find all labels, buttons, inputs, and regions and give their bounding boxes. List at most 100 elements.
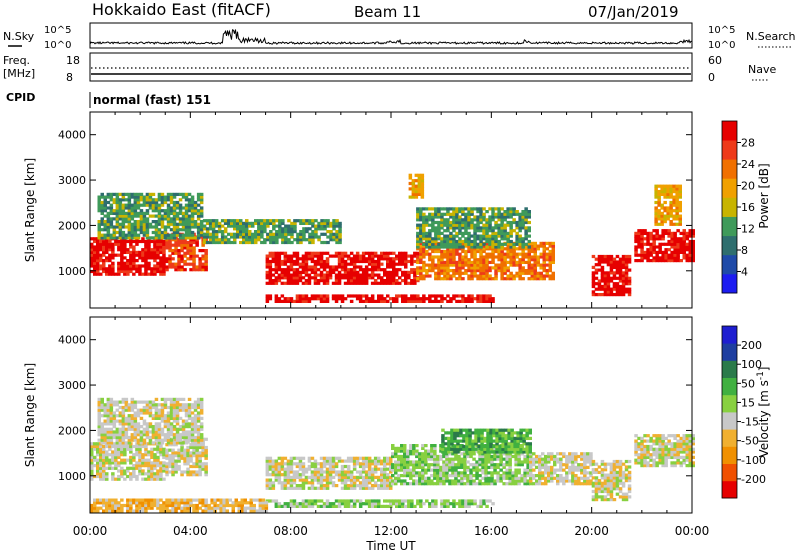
data-cell: [664, 229, 668, 233]
data-cell: [434, 249, 438, 254]
data-cell: [331, 462, 336, 466]
data-cell: [135, 466, 139, 470]
data-cell: [317, 221, 321, 225]
data-cell: [111, 256, 115, 260]
data-cell: [293, 227, 297, 231]
data-cell: [272, 238, 276, 242]
data-cell: [421, 471, 425, 475]
data-cell: [346, 484, 351, 488]
data-cell: [335, 232, 339, 236]
data-cell: [190, 225, 195, 229]
data-cell: [99, 242, 103, 246]
data-cell: [532, 468, 536, 472]
data-cell: [316, 478, 321, 482]
data-cell: [454, 465, 458, 469]
data-cell: [404, 265, 408, 269]
data-cell: [451, 449, 455, 453]
data-cell: [442, 476, 446, 480]
data-cell: [108, 269, 112, 274]
data-cell: [150, 250, 154, 254]
data-cell: [132, 444, 136, 449]
data-cell: [386, 299, 390, 303]
data-cell: [142, 211, 147, 215]
data-cell: [621, 287, 626, 291]
data-cell: [383, 467, 387, 471]
data-cell: [166, 198, 171, 202]
data-cell: [123, 245, 127, 249]
data-cell: [400, 463, 404, 467]
data-cell: [509, 234, 513, 238]
data-cell: [292, 259, 297, 264]
data-cell: [132, 253, 136, 257]
data-cell: [295, 268, 300, 272]
data-cell: [443, 269, 447, 273]
data-cell: [383, 268, 387, 272]
data-cell: [150, 239, 154, 244]
data-cell: [377, 475, 381, 479]
data-cell: [446, 245, 450, 249]
data-cell: [500, 252, 504, 256]
data-cell: [380, 481, 384, 485]
data-cell: [609, 268, 614, 272]
data-cell: [416, 251, 420, 255]
data-cell: [162, 450, 166, 454]
data-cell: [413, 273, 417, 277]
data-cell: [434, 277, 438, 281]
data-cell: [494, 223, 498, 227]
data-cell: [518, 242, 522, 246]
data-cell: [97, 206, 101, 210]
data-cell: [443, 212, 447, 216]
data-cell: [157, 203, 162, 207]
data-cell: [338, 235, 342, 239]
data-cell: [446, 234, 450, 238]
data-cell: [494, 207, 498, 211]
data-cell: [129, 458, 133, 462]
data-cell: [141, 259, 145, 263]
data-cell: [403, 446, 407, 450]
data-cell: [310, 456, 315, 460]
data-cell: [591, 481, 596, 485]
data-cell: [349, 279, 354, 283]
data-cell: [597, 495, 602, 499]
data-cell: [461, 247, 465, 251]
data-cell: [500, 260, 504, 264]
data-cell: [485, 220, 489, 225]
data-cell: [263, 230, 267, 234]
data-cell: [271, 462, 276, 466]
data-cell: [189, 257, 193, 261]
data-cell: [657, 211, 661, 215]
data-cell: [433, 476, 437, 480]
data-cell: [115, 198, 120, 202]
data-cell: [115, 214, 120, 218]
data-cell: [580, 465, 584, 469]
data-cell: [121, 236, 126, 240]
data-cell: [470, 212, 474, 216]
data-cell: [174, 238, 178, 242]
data-cell: [410, 297, 414, 301]
data-cell: [488, 294, 492, 298]
data-cell: [304, 270, 309, 274]
data-cell: [509, 226, 513, 230]
data-cell: [322, 265, 327, 269]
data-cell: [171, 464, 175, 469]
data-cell: [340, 273, 345, 277]
data-cell: [518, 220, 522, 225]
data-cell: [214, 219, 219, 223]
data-cell: [183, 454, 187, 458]
data-cell: [96, 447, 100, 451]
data-cell: [530, 241, 534, 245]
data-cell: [187, 228, 192, 232]
data-cell: [461, 210, 465, 214]
data-cell: [618, 271, 623, 275]
data-cell: [145, 200, 150, 205]
data-cell: [103, 209, 107, 213]
data-cell: [204, 265, 208, 269]
data-cell: [144, 261, 148, 265]
data-cell: [150, 272, 154, 276]
data-cell: [473, 218, 477, 222]
data-cell: [485, 218, 489, 222]
data-cell: [500, 231, 504, 235]
data-cell: [404, 276, 408, 280]
data-cell: [380, 251, 384, 255]
data-cell: [529, 474, 533, 478]
